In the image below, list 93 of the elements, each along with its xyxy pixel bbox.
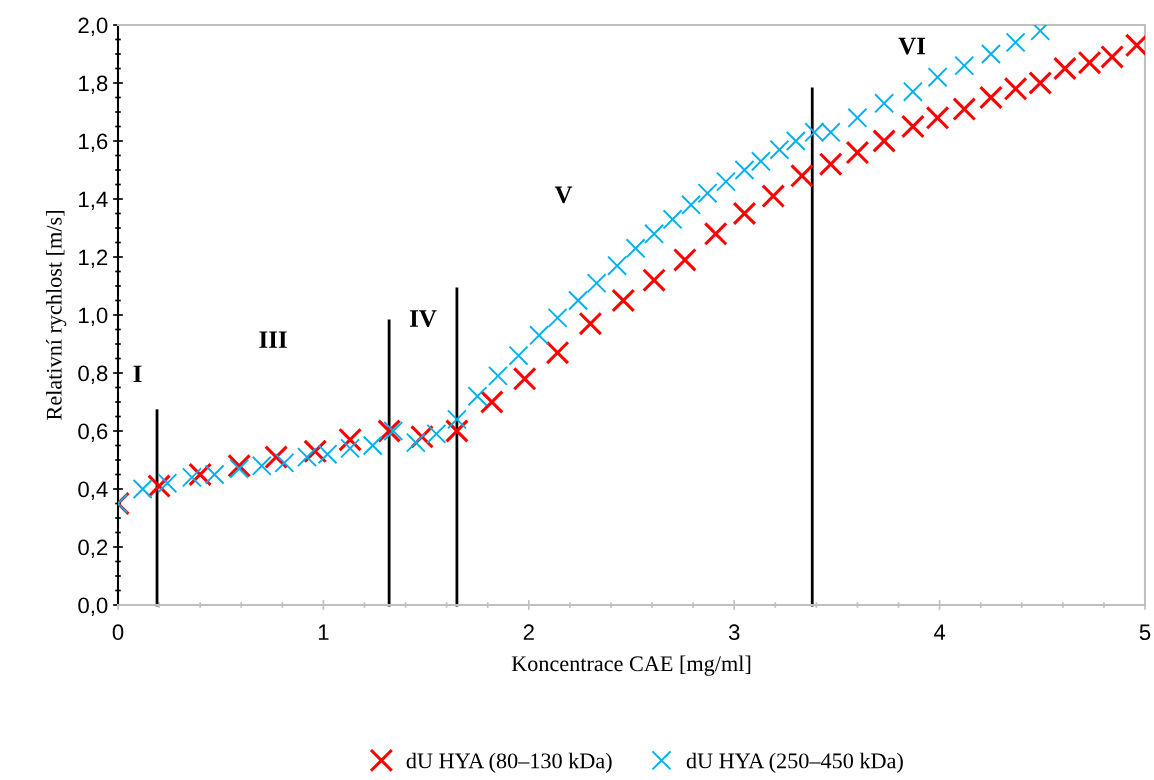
point (512, 366, 537, 391)
point (732, 201, 757, 226)
point (545, 340, 570, 365)
point (132, 479, 153, 499)
annotation: IV (409, 310, 437, 328)
point (444, 419, 469, 443)
point (845, 140, 870, 165)
point (467, 386, 488, 407)
y-tick-label: 1,6 (79, 133, 108, 152)
point (529, 325, 550, 346)
point (251, 455, 272, 476)
point (927, 67, 948, 88)
point (227, 453, 252, 478)
y-tick-label: 2,0 (78, 17, 108, 36)
point (1005, 32, 1026, 53)
y-tick-label: 1,4 (79, 191, 108, 210)
point (405, 432, 426, 453)
point (625, 238, 646, 259)
point (264, 445, 289, 470)
point (790, 163, 814, 188)
x-tick-label: 3 (728, 624, 740, 641)
point (818, 152, 843, 177)
point (508, 345, 529, 366)
y-tick-label: 0,6 (78, 423, 108, 442)
point (874, 93, 895, 114)
point (980, 44, 1001, 64)
point (902, 81, 923, 102)
x-tick-label: 5 (1139, 624, 1151, 641)
point (672, 247, 697, 272)
point (274, 452, 295, 473)
point (181, 467, 202, 488)
point (568, 290, 589, 311)
point (204, 464, 225, 485)
point (734, 160, 755, 180)
y-tick-label: 1,0 (79, 307, 108, 326)
legend-label: dU HYA (80–130 kDa) (406, 752, 612, 773)
point (586, 273, 607, 294)
point (1052, 56, 1077, 81)
point (147, 474, 172, 499)
point (900, 114, 925, 139)
legend-label: dU HYA (250–450 kDa) (686, 752, 903, 773)
point (362, 435, 383, 456)
point (426, 423, 447, 444)
annotation: I (133, 365, 142, 383)
point (750, 151, 771, 172)
point (703, 221, 728, 246)
y-axis-title: Relativní rychlost [m/s] (46, 211, 67, 420)
point (847, 107, 868, 128)
point (1028, 71, 1053, 95)
point (1003, 76, 1028, 101)
point (383, 421, 404, 441)
point (644, 223, 665, 244)
y-tick-label: 1,8 (79, 75, 108, 94)
point (681, 194, 702, 215)
x-tick-label: 1 (318, 624, 329, 640)
point (157, 473, 178, 494)
point (446, 409, 467, 430)
point (642, 268, 667, 293)
point (611, 288, 636, 313)
point (479, 390, 504, 414)
point (340, 438, 361, 459)
point (578, 311, 603, 336)
point (607, 255, 628, 276)
point (979, 85, 1003, 110)
x-tick-label: 2 (523, 624, 534, 640)
point (925, 105, 950, 130)
point (715, 171, 736, 192)
point (761, 184, 786, 209)
point (1077, 50, 1102, 75)
x-axis-title: Koncentrace CAE [mg/ml] (511, 655, 751, 676)
point (338, 427, 363, 452)
point (952, 97, 977, 122)
point (872, 129, 897, 153)
y-tick-label: 0,2 (78, 539, 108, 558)
point (377, 419, 402, 443)
annotation: VI (898, 37, 926, 55)
point (229, 458, 250, 479)
point (785, 131, 806, 151)
point (662, 209, 683, 230)
point (487, 365, 508, 386)
point (1100, 44, 1125, 69)
y-tick-label: 0,4 (78, 481, 108, 500)
point (769, 139, 790, 160)
y-tick-label: 1,2 (79, 249, 108, 268)
point (547, 307, 568, 328)
x-tick-label: 4 (933, 624, 946, 640)
x-tick-label: 0 (112, 624, 124, 641)
point (954, 55, 975, 76)
annotation: III (259, 331, 287, 348)
y-tick-label: 0,8 (78, 365, 108, 384)
y-tick-label: 0,0 (78, 597, 108, 616)
annotation: V (554, 186, 573, 204)
point (697, 183, 718, 204)
